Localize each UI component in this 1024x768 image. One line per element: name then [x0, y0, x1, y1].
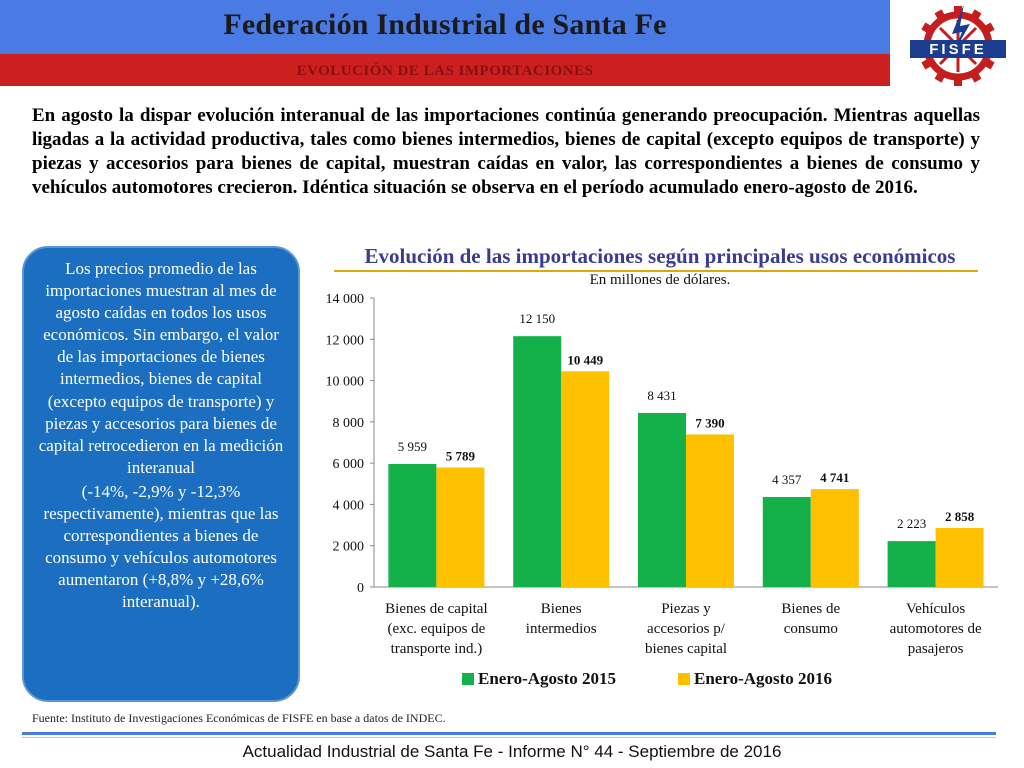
footer-divider — [22, 732, 996, 735]
x-tick-label: (exc. equipos de — [387, 621, 485, 637]
data-label: 5 789 — [446, 448, 476, 463]
sidebar-text: Los precios promedio de las importacione… — [38, 258, 284, 614]
header-banner — [0, 0, 890, 54]
bar — [887, 541, 936, 587]
footer-divider-light — [22, 737, 996, 738]
data-label: 7 390 — [695, 415, 724, 430]
data-label: 2 858 — [945, 509, 975, 524]
x-tick-label: Bienes — [541, 601, 582, 617]
chart-subtitle: En millones de dólares. — [589, 272, 731, 288]
chart-title: Evolución de las importaciones según pri… — [364, 244, 956, 268]
x-tick-label: intermedios — [526, 621, 597, 637]
data-label: 5 959 — [398, 439, 427, 454]
x-tick-label: automotores de — [890, 621, 982, 637]
bar — [513, 336, 562, 587]
y-tick-label: 2 000 — [333, 540, 365, 555]
data-label: 4 741 — [820, 470, 849, 485]
x-tick-label: Bienes de capital — [385, 601, 487, 617]
x-tick-label: transporte ind.) — [391, 641, 483, 657]
data-label: 12 150 — [519, 311, 555, 326]
fisfe-logo-icon: FISFE — [910, 6, 1006, 86]
legend-swatch — [462, 673, 474, 685]
section-title: EVOLUCIÓN DE LAS IMPORTACIONES — [296, 63, 594, 79]
y-tick-label: 4 000 — [333, 498, 365, 513]
header-sub-banner — [0, 54, 890, 86]
data-label: 4 357 — [772, 472, 802, 487]
bar — [436, 467, 485, 587]
legend-swatch — [678, 673, 690, 685]
bar — [686, 434, 734, 587]
bar — [810, 489, 859, 587]
data-label: 10 449 — [567, 352, 603, 367]
legend-label: Enero-Agosto 2015 — [478, 669, 616, 688]
x-tick-label: pasajeros — [908, 641, 964, 657]
page-title: Federación Industrial de Santa Fe — [223, 8, 667, 41]
source-note: Fuente: Instituto de Investigaciones Eco… — [32, 711, 446, 725]
bar — [388, 463, 437, 587]
x-tick-label: consumo — [784, 621, 838, 637]
x-tick-label: Vehículos — [906, 601, 965, 617]
y-tick-label: 6 000 — [333, 457, 365, 472]
chart-title-underline — [334, 270, 978, 272]
footer-text: Actualidad Industrial de Santa Fe - Info… — [242, 742, 782, 761]
data-label: 8 431 — [647, 388, 676, 403]
bar — [935, 528, 984, 587]
bar — [762, 497, 811, 587]
bar-chart: 0 2 000 4 000 6 000 8 000 10 000 12 000 14 000 5… — [326, 292, 998, 688]
data-label: 2 223 — [897, 516, 926, 531]
x-tick-label: bienes capital — [645, 641, 727, 657]
y-tick-label: 12 000 — [326, 333, 365, 348]
y-tick-label: 8 000 — [333, 416, 365, 431]
intro-paragraph: En agosto la dispar evolución interanual… — [32, 105, 980, 199]
sidebar-box — [22, 246, 300, 702]
x-tick-label: accesorios p/ — [647, 621, 726, 637]
sidebar-paragraph-2: (-14%, -2,9% y -12,3% respectivamente), … — [43, 481, 279, 612]
y-tick-label: 10 000 — [326, 375, 365, 390]
x-tick-label: Bienes de — [781, 601, 840, 617]
bar — [561, 371, 610, 587]
x-tick-label: Piezas y — [661, 601, 711, 617]
legend-label: Enero-Agosto 2016 — [694, 669, 832, 688]
y-tick-label: 0 — [357, 581, 364, 596]
y-tick-label: 14 000 — [326, 292, 365, 307]
sidebar-paragraph-1: Los precios promedio de las importacione… — [38, 259, 284, 477]
bar — [638, 412, 686, 587]
logo-text: FISFE — [929, 41, 987, 58]
